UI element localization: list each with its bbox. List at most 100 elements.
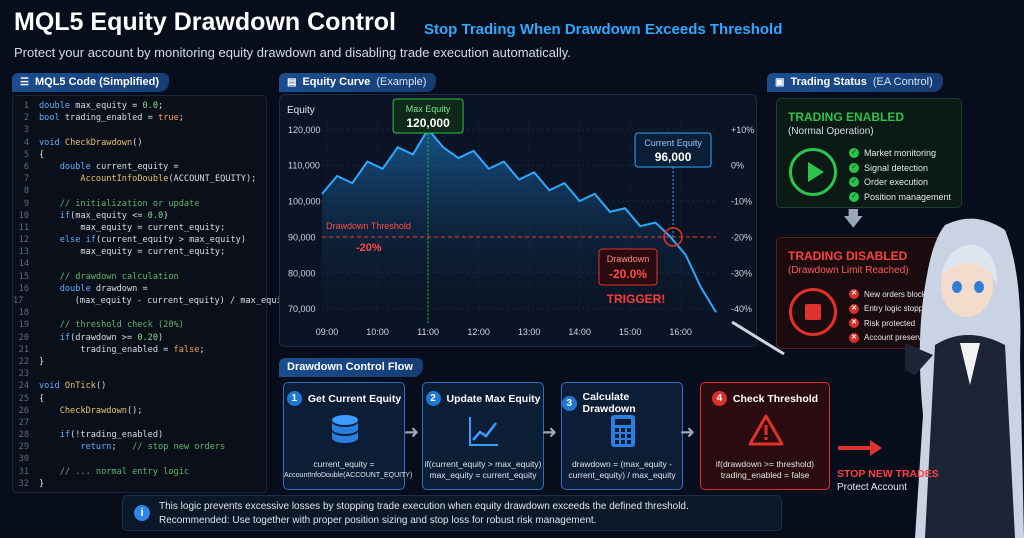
x-tick-label: 12:00 [467, 327, 490, 337]
page-subtitle: Stop Trading When Drawdown Exceeds Thres… [424, 21, 783, 38]
flow-step-get-equity: 1 Get Current Equity current_equity = Acco… [283, 382, 412, 490]
code-line: 14 [18, 259, 29, 270]
info-icon: i [134, 505, 150, 521]
threshold-value: -20% [356, 242, 382, 254]
code-panel-tab: ☰ MQL5 Code (Simplified) [12, 73, 170, 92]
equity-panel-tab: ▤ Equity Curve (Example) [279, 73, 437, 92]
code-line: 24 void OnTick() [18, 381, 107, 392]
code-line: 11 max_equity = current_equity; [18, 222, 226, 233]
page-description: Protect your account by monitoring equit… [14, 45, 571, 60]
y-tick-label: 100,000 [288, 197, 321, 207]
code-line: 7 AccountInfoDouble(ACCOUNT_EQUITY); [23, 174, 257, 185]
y-right-tick-label: -40% [731, 304, 752, 314]
equity-chart: Equity 120,000 +10% 110,000 0% 100,000 -10% 90,… [287, 98, 754, 337]
step-title: Check Threshold [732, 392, 819, 405]
y-tick-label: 120,000 [288, 125, 321, 135]
code-line: 29 return; // stop new orders [18, 442, 226, 453]
code-line: 8 [23, 186, 29, 197]
threshold-label: Drawdown Threshold [326, 221, 411, 231]
flow-panel-title: Drawdown Control Flow [287, 361, 413, 373]
trading-enabled-card: TRADING ENABLED (Normal Operation) ✓ Mark… [776, 98, 962, 208]
status-panel-title: Trading Status [790, 76, 867, 88]
status-panel-tab: ▣ Trading Status (EA Control) [767, 73, 943, 92]
disabled-item: ✕ Entry logic stopped [849, 302, 935, 317]
y-right-tick-label: 0% [731, 161, 744, 171]
max-equity-value: 120,000 [406, 116, 450, 130]
code-line: 25{ [18, 393, 45, 404]
footer-line-2: Recommended: Use together with proper po… [159, 515, 597, 526]
code-line: 12 else if(current_equity > max_equity) [18, 235, 246, 246]
enabled-title: TRADING ENABLED [788, 110, 904, 124]
x-icon: ✕ [849, 303, 859, 314]
disabled-title: TRADING DISABLED [788, 249, 908, 263]
code-line: 1 double max_equity = 0.0; [23, 101, 164, 111]
enabled-item: ✓ Position management [849, 190, 951, 205]
step-text: if(drawdown >= threshold) trading_enabled… [715, 459, 815, 480]
x-tick-label: 16:00 [669, 327, 692, 337]
code-line: 15 // drawdown calculation [18, 271, 179, 282]
current-equity-label: Current Equity [644, 138, 702, 148]
x-tick-label: 15:00 [619, 327, 642, 337]
max-equity-label: Max Equity [406, 104, 451, 114]
check-icon: ✓ [849, 162, 859, 173]
y-tick-label: 110,000 [288, 161, 320, 171]
flow-step-calc-drawdown: 3 Calculate Drawdown drawdown = (max_equi… [561, 382, 683, 490]
step-number: 2 [425, 391, 441, 406]
warning-icon [748, 414, 784, 446]
code-line: 31 // ... normal entry logic [18, 466, 190, 477]
presenter-illustration [905, 218, 1024, 538]
flow-step-update-max: 2 Update Max Equity if(current_equity > m… [422, 382, 544, 490]
y-right-tick-label: -20% [731, 232, 752, 242]
y-right-tick-label: -30% [731, 268, 752, 278]
flow-arrow-icon: ➜ [542, 422, 558, 442]
code-line: 23 [18, 369, 29, 380]
code-icon: ☰ [20, 77, 29, 88]
code-line: 32} [18, 478, 45, 489]
code-line: 30 [18, 454, 29, 465]
code-line: 13 max_equity = current_equity; [18, 247, 226, 258]
code-line: 18 [18, 308, 29, 319]
max-equity-callout [392, 98, 464, 134]
disabled-list: ✕ New orders blocked ✕ Entry logic stopped… [849, 287, 935, 345]
flow-arrow-icon: ➜ [680, 422, 696, 442]
code-line: 2 bool trading_enabled = true; [23, 113, 184, 124]
result-subtitle: Protect Account [837, 482, 908, 493]
current-equity-callout [634, 132, 712, 168]
x-icon: ✕ [849, 318, 859, 329]
code-line: 28 if(!trading_enabled) [18, 430, 164, 441]
drawdown-label: Drawdown [607, 254, 650, 264]
equity-panel-suffix: (Example) [376, 76, 427, 88]
step-title: Update Max Equity [446, 392, 541, 405]
step-number: 4 [711, 391, 727, 406]
code-line: 19 // threshold check (20%) [18, 320, 184, 331]
stop-icon [789, 288, 837, 336]
code-line: 6 double current_equity = [23, 161, 179, 172]
check-icon: ✓ [849, 191, 859, 202]
drawdown-callout [598, 248, 658, 286]
step-number: 1 [286, 391, 302, 406]
enabled-subtitle: (Normal Operation) [788, 126, 874, 137]
y-tick-label: 70,000 [288, 304, 316, 314]
code-panel-title: MQL5 Code (Simplified) [34, 76, 160, 88]
code-line: 3 [23, 125, 29, 136]
calculator-icon [611, 415, 635, 447]
y-right-tick-label: -10% [731, 197, 752, 207]
check-icon: ✓ [849, 177, 859, 188]
pen-pointer-icon [731, 320, 785, 356]
status-panel-suffix: (EA Control) [872, 76, 933, 88]
code-line: 17 (max_equity - current_equity) / max_e… [13, 296, 298, 306]
trigger-label: TRIGGER! [607, 292, 666, 306]
code-line: 27 [18, 417, 29, 428]
current-equity-value: 96,000 [655, 150, 692, 164]
code-line: 22} [18, 356, 45, 367]
flow-arrow-icon: ➜ [404, 422, 420, 442]
page-title: MQL5 Equity Drawdown Control [14, 8, 396, 36]
chart-icon: ▤ [287, 77, 297, 88]
result-arrow-icon [838, 438, 882, 458]
enabled-list: ✓ Market monitoring ✓ Signal detection ✓ Or… [849, 146, 951, 204]
check-icon: ✓ [849, 148, 859, 159]
footer-line-1: This logic prevents excessive losses by … [159, 501, 689, 512]
code-editor[interactable]: 1 double max_equity = 0.0; 2 bool trading_e… [12, 95, 298, 493]
step-text: drawdown = (max_equity - current_equity) … [568, 459, 676, 480]
disabled-item: ✕ New orders blocked [849, 287, 935, 302]
